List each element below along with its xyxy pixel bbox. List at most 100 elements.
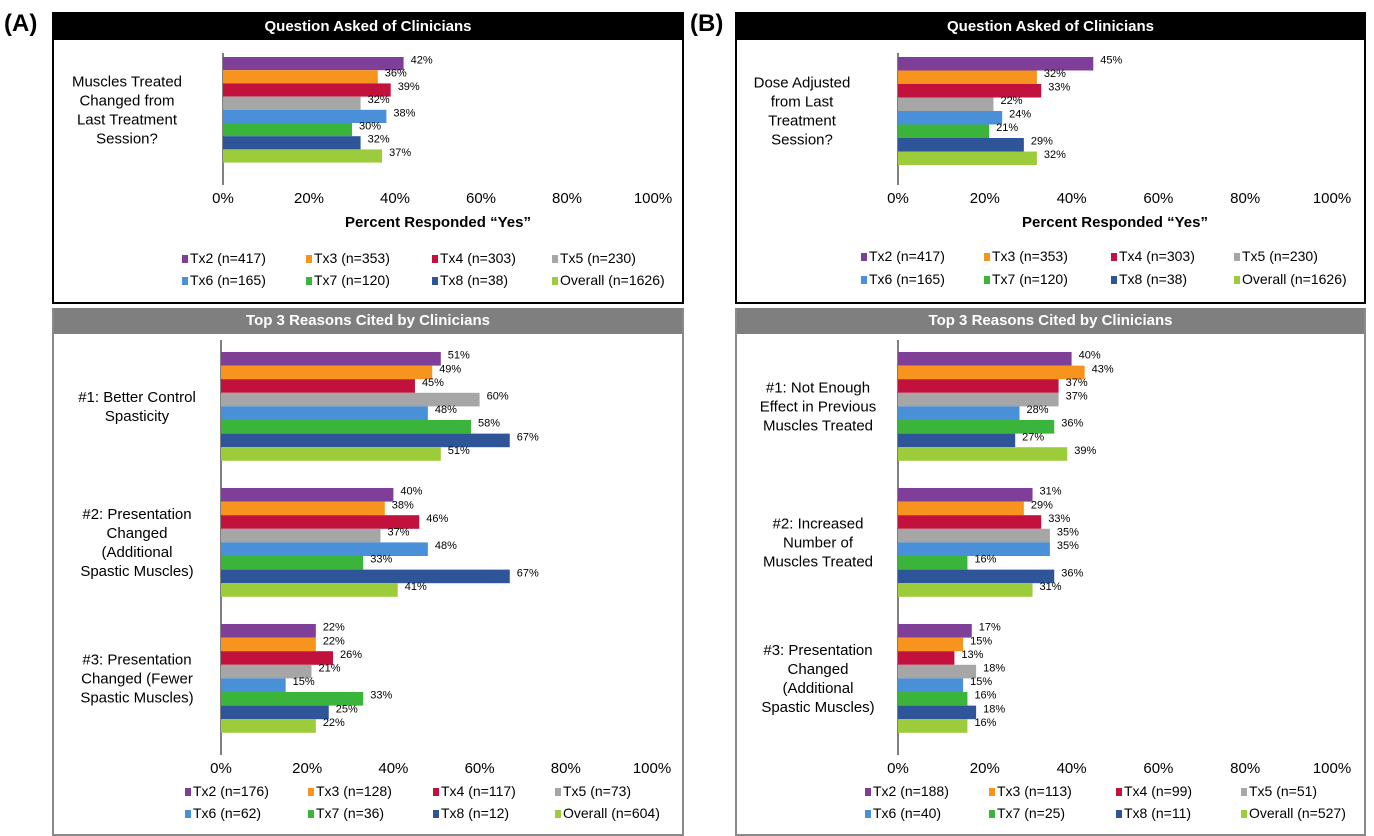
legend-swatch-tx5 (1234, 253, 1240, 261)
data-label: 31% (1040, 486, 1062, 498)
legend-label: Tx7 (n=120) (992, 271, 1068, 287)
bar-tx4 (898, 515, 1042, 529)
legend-label: Tx4 (n=303) (440, 250, 516, 266)
legend-swatch-tx3 (308, 788, 314, 796)
x-tick-label: 80% (1230, 760, 1260, 777)
data-label: 37% (1066, 377, 1088, 389)
legend-label: Tx5 (n=230) (1242, 248, 1318, 264)
category-label-line: Effect in Previous (760, 398, 876, 415)
legend-label: Tx3 (n=353) (314, 250, 390, 266)
category-label-line: Session? (771, 132, 833, 149)
bar-tx6 (221, 542, 428, 556)
legend-swatch-tx7 (984, 276, 990, 284)
x-tick-label: 80% (551, 760, 581, 777)
bar-tx3 (898, 637, 964, 652)
x-tick-label: 0% (887, 190, 909, 207)
data-label: 36% (1061, 418, 1083, 430)
legend-label: Tx6 (n=62) (193, 805, 261, 821)
bar-overall (898, 719, 968, 733)
category-label: #2: Presentation Changed (Additional Spasti… (80, 506, 193, 580)
bar-tx8 (221, 569, 510, 584)
category-label-line: Number of (783, 534, 854, 551)
legend-swatch-tx7 (306, 277, 312, 285)
legend-label: Tx2 (n=417) (190, 250, 266, 266)
panel-a-question-box: Question Asked of Clinicians (52, 12, 684, 304)
data-label: 49% (439, 363, 461, 375)
data-label: 15% (970, 676, 992, 688)
data-label: 18% (983, 703, 1005, 715)
legend-label: Tx5 (n=230) (560, 250, 636, 266)
data-label: 31% (1040, 581, 1062, 593)
data-label: 38% (392, 499, 414, 511)
bar-tx6 (221, 678, 286, 692)
category-label: #3: Presentation Changed (Additional Spasti… (761, 642, 874, 716)
legend-swatch-tx8 (433, 810, 439, 818)
bar-tx7 (898, 420, 1055, 434)
legend-swatch-tx6 (861, 276, 867, 284)
bar-tx3 (898, 365, 1085, 380)
data-label: 36% (385, 68, 407, 80)
legend-label: Tx7 (n=25) (997, 805, 1065, 821)
bar-overall (223, 149, 383, 163)
panel-a-question-header: Question Asked of Clinicians (54, 14, 682, 40)
bar-tx8 (221, 705, 329, 720)
bar-tx2 (898, 624, 972, 638)
category-label-line: Spastic Muscles) (80, 689, 193, 706)
category-label-line: Changed (107, 525, 168, 542)
legend-swatch-tx4 (432, 255, 438, 263)
category-label-line: Session? (96, 130, 158, 147)
bar-tx2 (898, 57, 1094, 71)
bar-overall (898, 583, 1033, 597)
legend-swatch-tx6 (182, 277, 188, 285)
x-tick-label: 100% (1313, 190, 1351, 207)
legend-label: Tx3 (n=353) (992, 248, 1068, 264)
data-label: 13% (961, 649, 983, 661)
bar-tx5 (898, 664, 977, 679)
category-label-line: from Last (771, 94, 834, 111)
data-label: 41% (405, 581, 427, 593)
legend-swatch-overall (1234, 276, 1240, 284)
legend-label: Tx7 (n=36) (316, 805, 384, 821)
data-label: 38% (393, 107, 415, 119)
legend-label: Tx5 (n=51) (1249, 783, 1317, 799)
category-label-line: #2: Presentation (82, 506, 191, 523)
category-label-line: (Additional (783, 680, 854, 697)
x-tick-label: 80% (1230, 190, 1260, 207)
legend-label: Tx4 (n=99) (1124, 783, 1192, 799)
bar-tx5 (898, 392, 1059, 407)
data-label: 37% (389, 147, 411, 159)
legend-label: Tx8 (n=11) (1124, 805, 1191, 821)
legend-label: Tx6 (n=165) (190, 272, 266, 288)
bar-tx6 (898, 111, 1003, 125)
bar-tx7 (223, 123, 352, 137)
legend-label: Tx4 (n=117) (441, 783, 516, 799)
x-tick-label: 80% (552, 190, 582, 207)
panel-a-reasons-header: Top 3 Reasons Cited by Clinicians (54, 308, 682, 334)
bar-tx3 (898, 501, 1024, 516)
data-label: 16% (974, 690, 996, 702)
category-label: #2: Increased Number of Muscles Treated (763, 515, 873, 570)
data-label: 40% (1079, 350, 1101, 362)
bar-tx7 (898, 556, 968, 570)
data-label: 25% (336, 703, 358, 715)
legend-label: Tx5 (n=73) (563, 783, 631, 799)
legend-label: Tx3 (n=128) (316, 783, 392, 799)
bar-tx8 (898, 138, 1024, 152)
data-label: 32% (1044, 68, 1066, 80)
x-tick-label: 20% (292, 760, 322, 777)
x-tick-label: 60% (466, 190, 496, 207)
legend-swatch-tx7 (989, 810, 995, 818)
bar-tx6 (223, 109, 387, 123)
bar-tx6 (221, 406, 428, 420)
data-label: 28% (1027, 404, 1049, 416)
panel-b-reasons-header: Top 3 Reasons Cited by Clinicians (737, 308, 1364, 334)
x-tick-label: 40% (1057, 760, 1087, 777)
category-label: Muscles Treated Changed from Last Treatmen… (72, 73, 182, 147)
bar-tx8 (898, 705, 977, 720)
data-label: 30% (359, 121, 381, 133)
legend-label: Tx8 (n=38) (1119, 271, 1187, 287)
bar-tx5 (221, 664, 312, 679)
data-label: 18% (983, 663, 1005, 675)
x-axis-label: Percent Responded “Yes” (345, 214, 531, 231)
